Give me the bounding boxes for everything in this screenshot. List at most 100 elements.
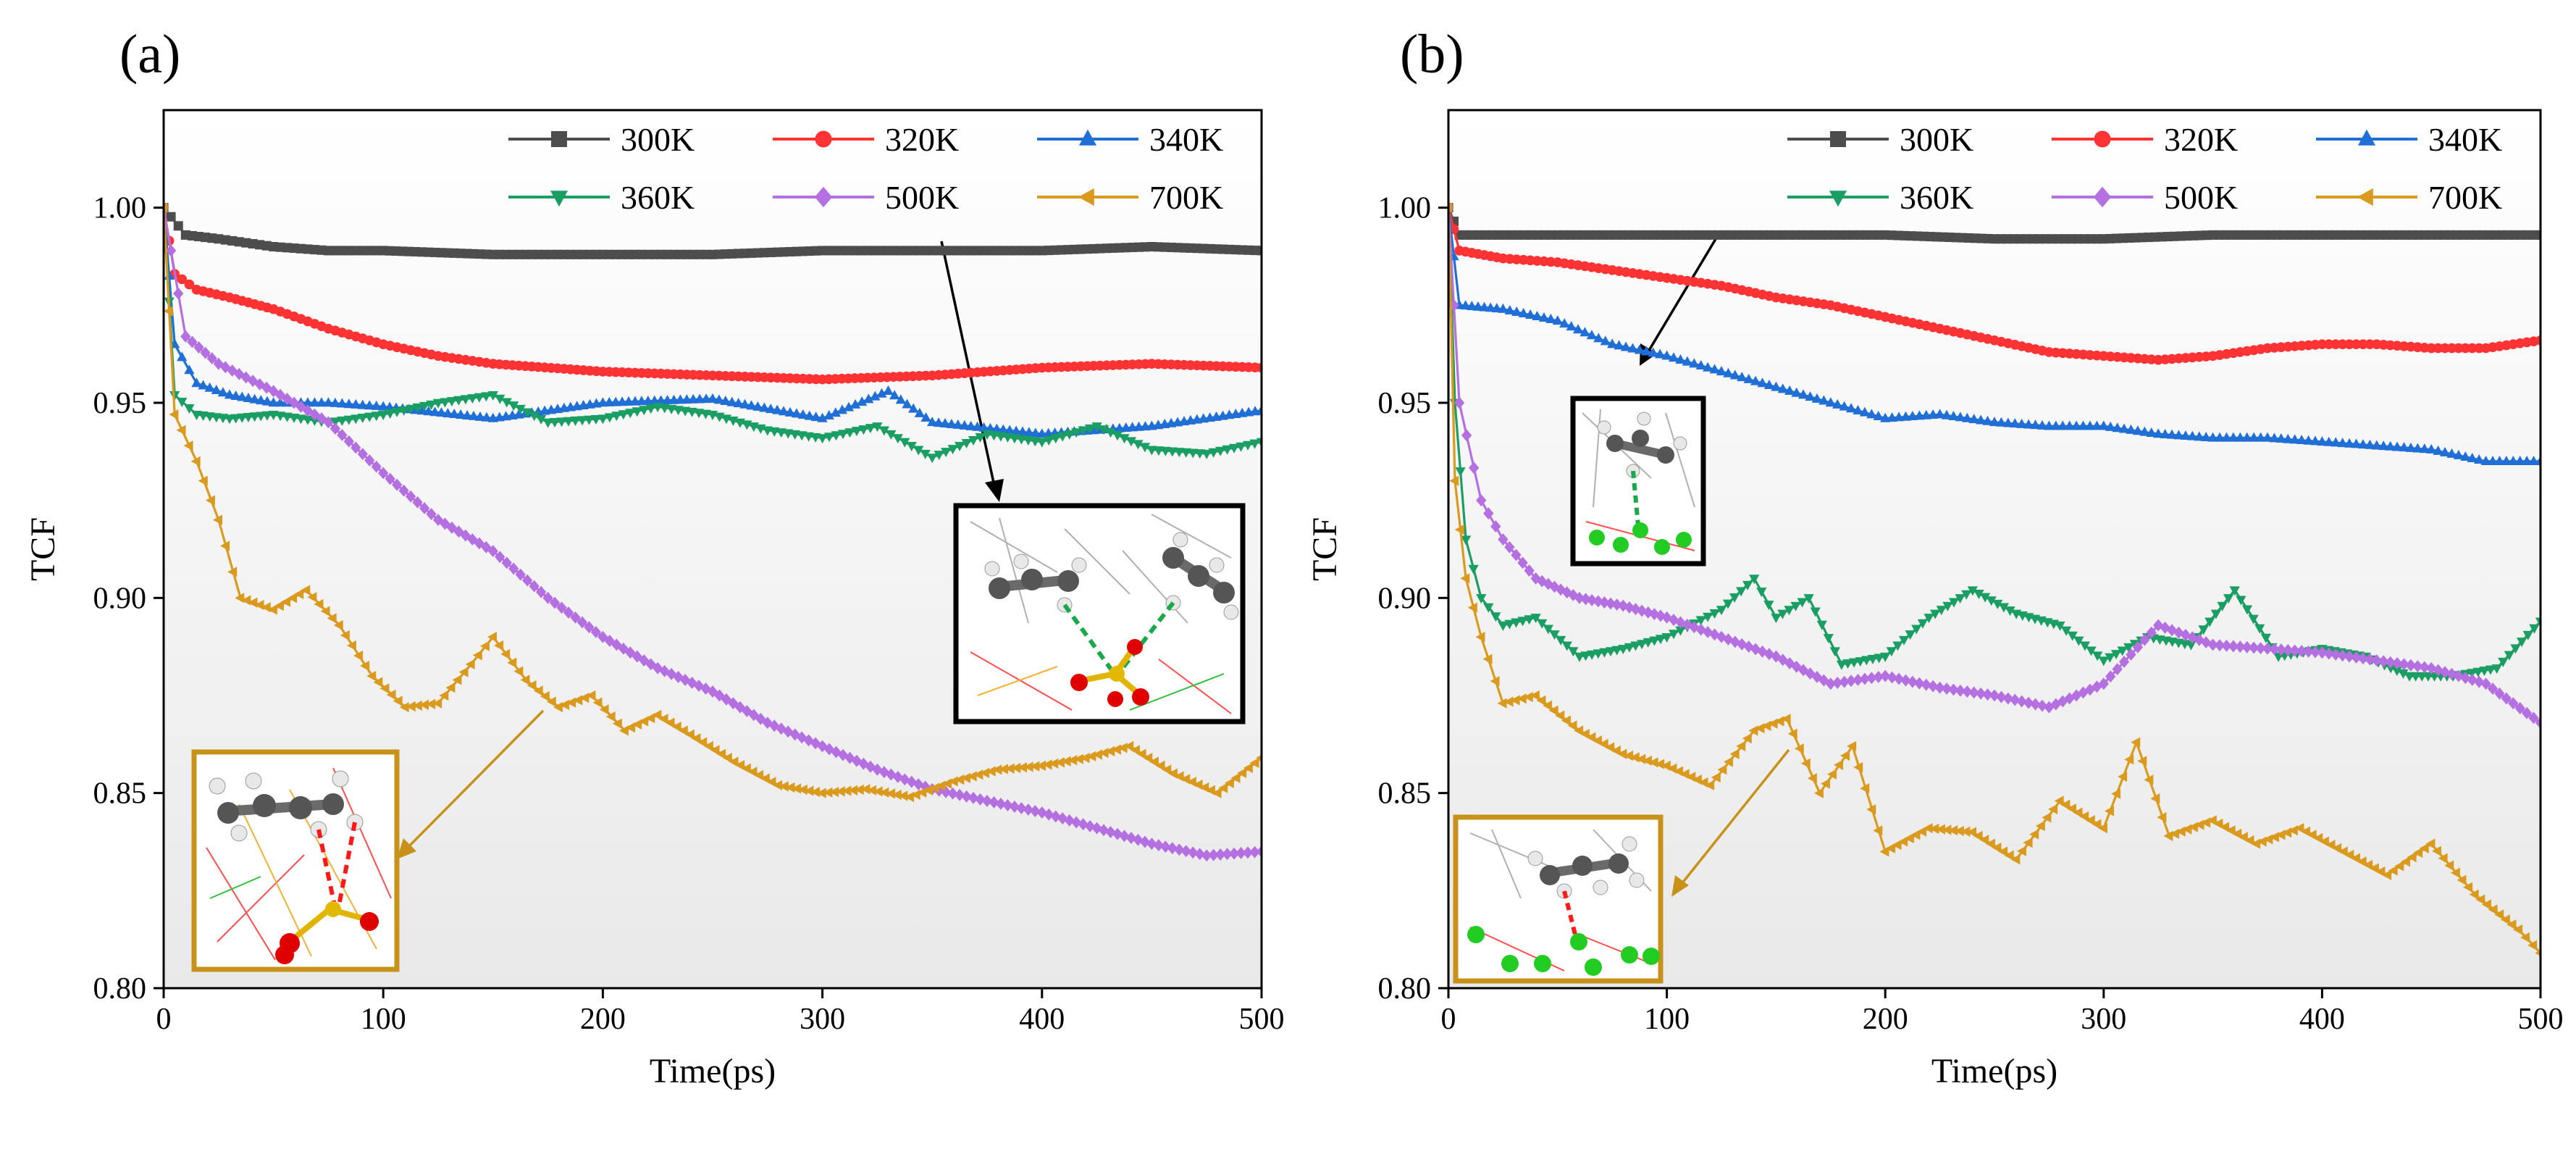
panel-b-data-point-360K <box>2241 605 2253 615</box>
panel-b-data-point-340K <box>2160 428 2170 438</box>
panel-b-data-point-500K <box>1636 604 1648 617</box>
panel-a-data-point-360K <box>249 412 260 422</box>
panel-a-data-point-500K <box>1078 818 1088 831</box>
panel-b-data-point-320K <box>2460 343 2471 354</box>
panel-b-data-point-700K <box>2475 894 2485 905</box>
panel-b-data-point-700K <box>1510 695 1520 706</box>
panel-b-data-point-320K <box>2344 339 2354 350</box>
panel-b-data-point-360K <box>1867 655 1879 665</box>
panel-a-ytick-label: 1.00 <box>93 192 147 225</box>
panel-b-data-point-500K <box>1743 640 1754 653</box>
panel-b-data-point-340K <box>2262 432 2273 442</box>
panel-b-data-point-700K <box>1717 764 1727 775</box>
panel-b-data-point-360K <box>1998 603 2010 613</box>
panel-b-data-point-340K <box>1511 306 1522 316</box>
panel-b-legend-marker-500K <box>2093 186 2112 208</box>
panel-b-data-point-340K <box>1648 347 1658 357</box>
panel-a-arrow-black <box>940 241 997 493</box>
panel-b-data-point-340K <box>1757 377 1768 388</box>
panel-a-data-point-340K <box>351 398 361 409</box>
panel-b-data-point-340K <box>2378 440 2389 451</box>
panel-a-legend-label-360K: 360K <box>621 179 695 216</box>
panel-b-data-point-700K <box>1973 830 1983 842</box>
panel-a-data-point-360K <box>961 439 972 449</box>
panel-a-data-point-700K <box>1036 760 1046 772</box>
panel-b-data-point-700K <box>1617 748 1627 759</box>
panel-a-data-point-360K <box>230 414 241 424</box>
panel-b-data-point-700K <box>1729 748 1740 759</box>
panel-a-data-point-360K <box>351 414 361 425</box>
panel-a-data-point-360K <box>1256 438 1262 448</box>
panel-a-data-point-340K <box>843 401 855 411</box>
panel-a-data-point-500K <box>432 514 444 527</box>
panel-a-arrowhead-black <box>985 479 1004 502</box>
panel-a-data-point-340K <box>217 387 229 397</box>
panel-a-data-point-700K <box>1099 748 1109 759</box>
panel-a-data-point-340K <box>302 397 314 407</box>
panel-a-xtick-label: 200 <box>580 1003 626 1036</box>
panel-b-data-point-340K <box>2446 448 2457 458</box>
panel-a-xtick-label: 400 <box>1019 1003 1065 1036</box>
panel-a-data-point-500K <box>542 591 553 604</box>
panel-a-data-point-700K <box>301 585 311 596</box>
panel-a-data-point-500K <box>920 780 931 793</box>
panel-a-data-point-360K <box>1139 443 1151 453</box>
panel-b-data-point-360K <box>2248 614 2259 624</box>
panel-b-legend-marker-320K <box>2094 130 2111 148</box>
panel-a-data-point-500K <box>1044 808 1054 821</box>
panel-a-data-point-340K <box>765 404 776 414</box>
panel-a-data-point-700K <box>722 753 732 764</box>
panel-a-data-point-700K <box>785 782 795 793</box>
panel-b-data-point-360K <box>1735 587 1747 597</box>
panel-b-data-point-500K <box>1709 628 1720 641</box>
panel-a-x-axis-title: Time(ps) <box>650 1052 776 1090</box>
panel-b-data-point-340K <box>2405 442 2417 452</box>
panel-b-data-point-340K <box>1914 410 1925 420</box>
panel-a-data-point-700K <box>213 514 222 525</box>
panel-a-data-point-700K <box>992 764 1002 775</box>
panel-a-data-point-340K <box>468 410 479 420</box>
panel-a-data-point-500K <box>412 496 423 509</box>
panel-a-xtick-label: 500 <box>1239 1003 1285 1036</box>
panel-b-xtick-label: 500 <box>2518 1003 2564 1036</box>
panel-a-data-point-500K <box>734 701 746 714</box>
panel-b-data-point-700K <box>1948 825 1958 836</box>
panel-b-data-point-500K <box>2105 670 2116 683</box>
panel-b-data-point-360K <box>1636 640 1648 650</box>
panel-b-data-point-340K <box>2241 432 2252 442</box>
panel-b-data-point-500K <box>1934 681 1945 694</box>
panel-b-data-point-360K <box>2391 667 2402 677</box>
panel-b-data-point-700K <box>2137 756 2147 766</box>
panel-a-data-point-500K <box>989 796 999 809</box>
panel-b-data-point-500K <box>1887 671 1897 684</box>
panel-b-data-point-340K <box>2501 456 2512 465</box>
panel-a-data-point-340K <box>191 377 202 388</box>
panel-b-data-point-500K <box>2330 648 2341 661</box>
panel-b-data-point-340K <box>1777 383 1788 393</box>
panel-b-data-point-340K <box>1572 324 1584 334</box>
panel-b-ytick-label: 0.85 <box>1378 777 1432 811</box>
panel-b-data-point-340K <box>1805 391 1816 401</box>
panel-b-data-point-500K <box>1580 593 1591 606</box>
panel-b-data-point-360K <box>1483 603 1494 613</box>
panel-b-data-point-340K <box>1655 348 1666 359</box>
panel-a-data-point-700K <box>465 659 475 670</box>
panel-a-data-point-340K <box>1017 426 1028 436</box>
panel-b-data-point-700K <box>2150 793 2160 804</box>
panel-b-data-point-500K <box>1866 672 1877 685</box>
panel-a-data-point-700K <box>792 783 802 794</box>
panel-a-data-point-340K <box>889 390 900 400</box>
panel-b-data-point-700K <box>2042 812 2052 823</box>
panel-b-data-point-700K <box>2457 874 2467 885</box>
panel-a-data-point-700K <box>1162 764 1172 775</box>
panel-a-data-point-700K <box>494 640 504 651</box>
panel-a-legend-label-500K: 500K <box>885 179 959 216</box>
panel-b-data-point-340K <box>1989 417 2000 427</box>
panel-a-data-point-360K <box>563 417 574 427</box>
panel-a-data-point-700K <box>274 600 284 611</box>
panel-a-data-point-340K <box>256 395 267 405</box>
panel-a-data-point-340K <box>371 400 382 410</box>
panel-b-data-point-360K <box>1886 647 1897 657</box>
panel-a-data-point-360K <box>597 414 608 425</box>
panel-b-data-point-700K <box>1460 573 1470 584</box>
